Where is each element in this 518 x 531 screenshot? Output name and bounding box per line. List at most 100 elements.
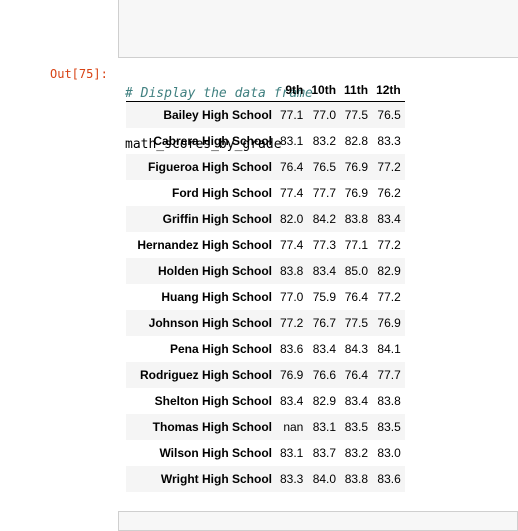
table-cell: 85.0	[344, 263, 369, 278]
table-cell: 77.2	[377, 237, 401, 252]
table-cell: 83.3	[280, 471, 304, 486]
table-cell: 76.5	[377, 107, 401, 122]
table-cell: 83.8	[377, 393, 401, 408]
table-row: Johnson High School 77.2 76.7 77.5 76.9	[126, 309, 405, 336]
table-row: Shelton High School 83.4 82.9 83.4 83.8	[126, 388, 405, 414]
table-cell: 83.4	[312, 341, 337, 356]
table-cell: 82.0	[280, 211, 304, 226]
table-cell: 77.7	[377, 367, 401, 382]
table-cell: 83.5	[377, 419, 401, 434]
table-cell: 84.0	[312, 471, 337, 486]
table-cell: 76.4	[344, 289, 369, 304]
table-cell: 82.9	[377, 263, 401, 278]
table-cell: 77.3	[312, 237, 337, 252]
table-cell: 77.2	[280, 315, 304, 330]
table-cell: 82.9	[312, 393, 337, 408]
next-code-cell[interactable]	[118, 511, 518, 531]
table-cell: 83.0	[377, 445, 401, 460]
row-label: Cabrera High School	[153, 133, 272, 148]
table-body: Bailey High School 77.1 77.0 77.5 76.5 Cabrer…	[126, 101, 405, 492]
table-cell: 77.4	[280, 237, 304, 252]
code-cell[interactable]: _ _ _ # Display the data frame math_scor…	[118, 0, 518, 152]
table-cell: 83.4	[312, 263, 337, 278]
table-cell: 76.7	[312, 315, 337, 330]
row-label: Figueroa High School	[147, 159, 272, 174]
table-row: Wilson High School 83.1 83.7 83.2 83.0	[126, 440, 405, 466]
table-cell: 83.7	[312, 445, 337, 460]
table-cell: 83.6	[280, 341, 304, 356]
row-label: Thomas High School	[152, 419, 272, 434]
row-label: Johnson High School	[148, 315, 272, 330]
table-cell: 83.1	[280, 133, 304, 148]
table-cell: 83.3	[377, 133, 401, 148]
table-cell: 76.6	[312, 367, 337, 382]
table-cell: 83.2	[344, 445, 369, 460]
dataframe-table: 9th 10th 11th 12th Bailey High School 77.…	[126, 79, 405, 492]
table-cell: 76.9	[280, 367, 304, 382]
table-cell: 83.1	[312, 419, 337, 434]
table-row: Bailey High School 77.1 77.0 77.5 76.5	[126, 101, 405, 128]
table-row: Ford High School 77.4 77.7 76.9 76.2	[126, 180, 405, 206]
table-cell: 77.2	[377, 159, 401, 174]
row-label: Griffin High School	[162, 211, 272, 226]
table-cell: 84.3	[344, 341, 369, 356]
table-row: Holden High School 83.8 83.4 85.0 82.9	[126, 257, 405, 284]
table-row: Wright High School 83.3 84.0 83.8 83.6	[126, 465, 405, 492]
table-cell: 77.4	[280, 185, 304, 200]
row-label: Bailey High School	[163, 107, 272, 122]
table-cell: 76.9	[344, 159, 369, 174]
table-cell: 77.1	[344, 237, 369, 252]
table-cell: 77.0	[312, 107, 337, 122]
table-cell: 76.9	[344, 185, 369, 200]
table-cell: 76.4	[280, 159, 304, 174]
table-cell: 83.6	[377, 471, 401, 486]
table-cell: 83.4	[377, 211, 401, 226]
table-cell: 83.8	[280, 263, 304, 278]
table-cell: 77.2	[377, 289, 401, 304]
column-header: 11th	[340, 79, 373, 102]
table-cell: 76.2	[377, 185, 401, 200]
table-cell: 76.4	[344, 367, 369, 382]
row-label: Huang High School	[161, 289, 272, 304]
row-label: Hernandez High School	[137, 237, 272, 252]
row-label: Holden High School	[158, 263, 272, 278]
table-row: Hernandez High School 77.4 77.3 77.1 77.2	[126, 232, 405, 258]
row-label: Wright High School	[160, 471, 272, 486]
table-cell: 75.9	[312, 289, 337, 304]
table-cell: 83.1	[280, 445, 304, 460]
table-row: Pena High School 83.6 83.4 84.3 84.1	[126, 336, 405, 362]
column-header: 12th	[372, 79, 405, 102]
table-cell: 84.2	[312, 211, 337, 226]
table-cell: nan	[283, 419, 304, 434]
code-line: math_scores_by_grade	[125, 137, 282, 152]
table-cell: 77.0	[280, 289, 304, 304]
table-cell: 84.1	[377, 341, 401, 356]
table-cell: 77.7	[312, 185, 337, 200]
table-cell: 77.5	[344, 315, 369, 330]
table-cell: 83.8	[344, 471, 369, 486]
row-label: Rodriguez High School	[140, 367, 272, 382]
table-row: Rodriguez High School 76.9 76.6 76.4 77.7	[126, 361, 405, 388]
column-header: 9th	[276, 79, 308, 102]
table-cell: 83.2	[312, 133, 337, 148]
table-cell: 83.4	[344, 393, 369, 408]
row-label: Wilson High School	[159, 445, 272, 460]
row-label: Ford High School	[172, 185, 272, 200]
row-label: Shelton High School	[154, 393, 272, 408]
index-header	[126, 79, 276, 102]
table-row: Thomas High School nan 83.1 83.5 83.5	[126, 413, 405, 440]
table-cell: 77.5	[344, 107, 369, 122]
column-header: 10th	[307, 79, 341, 102]
header-row: 9th 10th 11th 12th	[126, 79, 405, 102]
table-cell: 83.8	[344, 211, 369, 226]
table-cell: 83.4	[280, 393, 304, 408]
code-line-cutoff: _ _ _	[125, 32, 313, 37]
table-cell: 76.5	[312, 159, 337, 174]
table-cell: 76.9	[377, 315, 401, 330]
table-row: Figueroa High School 76.4 76.5 76.9 77.2	[126, 153, 405, 180]
table-cell: 82.8	[344, 133, 369, 148]
output-prompt: Out[75]:	[50, 67, 108, 81]
table-row: Griffin High School 82.0 84.2 83.8 83.4	[126, 205, 405, 232]
table-cell: 77.1	[280, 107, 304, 122]
table-row: Huang High School 77.0 75.9 76.4 77.2	[126, 284, 405, 310]
